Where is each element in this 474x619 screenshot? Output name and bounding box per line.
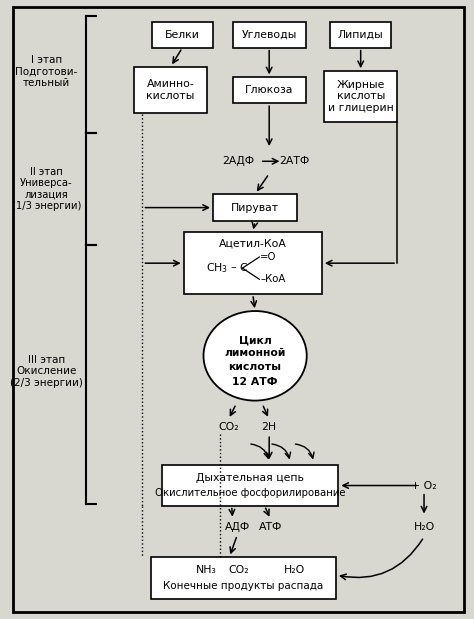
Text: Конечные продукты распада: Конечные продукты распада [163,581,324,591]
Text: АДФ: АДФ [225,522,250,532]
Text: 2АДФ: 2АДФ [223,156,255,167]
Text: H₂O: H₂O [284,565,306,575]
Text: CO₂: CO₂ [218,422,239,432]
FancyBboxPatch shape [233,77,306,103]
Text: CO₂: CO₂ [228,565,249,575]
Text: H₂O: H₂O [413,522,435,532]
Text: III этап
Окисление
(2/3 энергии): III этап Окисление (2/3 энергии) [10,355,83,388]
Text: Пируват: Пируват [231,202,279,212]
Text: –КоА: –КоА [260,274,285,284]
FancyBboxPatch shape [163,465,338,506]
Text: Аминно-
кислоты: Аминно- кислоты [146,79,195,101]
Text: CH$_3$ – C: CH$_3$ – C [206,261,248,275]
Text: лимонной: лимонной [224,348,286,358]
Text: Ацетил-КоА: Ацетил-КоА [219,238,287,248]
FancyBboxPatch shape [330,22,391,48]
Text: Липиды: Липиды [338,30,383,40]
FancyBboxPatch shape [324,71,397,122]
Text: Окислительное фосфорилирование: Окислительное фосфорилирование [155,488,346,498]
Text: Углеводы: Углеводы [241,30,297,40]
FancyBboxPatch shape [152,22,213,48]
Text: Цикл: Цикл [239,335,272,345]
Text: АТФ: АТФ [259,522,283,532]
Text: I этап
Подготови-
тельный: I этап Подготови- тельный [15,55,77,89]
Text: 2АТФ: 2АТФ [279,156,309,167]
Text: =O: =O [260,252,277,262]
Text: Дыхательная цепь: Дыхательная цепь [197,473,304,483]
Ellipse shape [203,311,307,400]
FancyBboxPatch shape [151,557,336,599]
FancyBboxPatch shape [134,67,207,113]
Text: NH₃: NH₃ [195,565,216,575]
Text: II этап
Универса-
лизация
(1/3 энергии): II этап Универса- лизация (1/3 энергии) [12,167,81,212]
Text: Белки: Белки [165,30,200,40]
FancyBboxPatch shape [183,232,322,294]
FancyBboxPatch shape [213,194,297,221]
Text: кислоты: кислоты [228,362,282,372]
Text: 12 АТФ: 12 АТФ [232,377,278,387]
Text: Глюкоза: Глюкоза [245,85,293,95]
Text: 2H: 2H [262,422,277,432]
Text: Жирные
кислоты
и глицерин: Жирные кислоты и глицерин [328,80,393,113]
Text: + O₂: + O₂ [411,480,437,490]
FancyBboxPatch shape [233,22,306,48]
